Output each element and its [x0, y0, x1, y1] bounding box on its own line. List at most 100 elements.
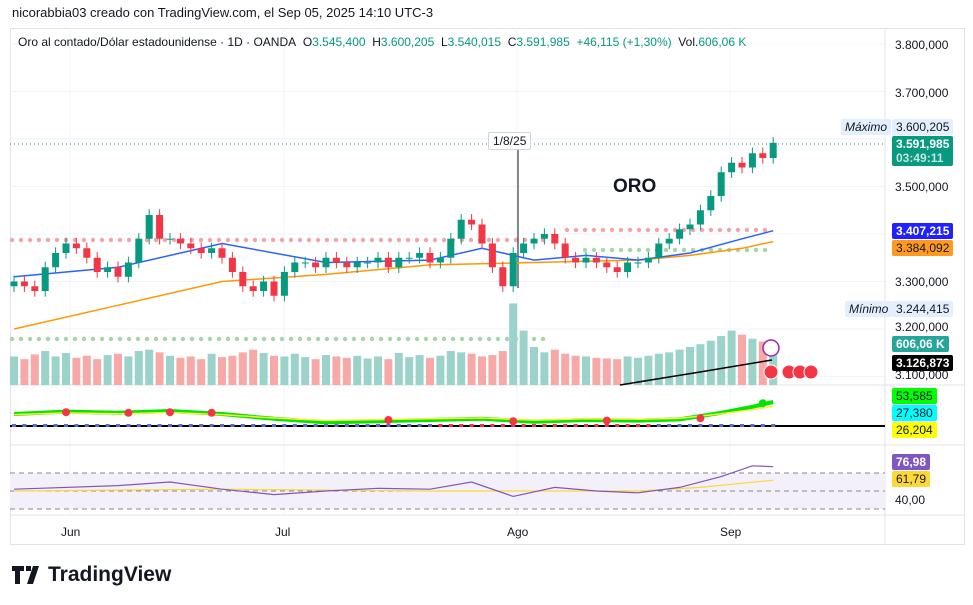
candle-body [197, 248, 205, 253]
volume-bar [10, 356, 18, 385]
level-dot [378, 336, 384, 342]
histogram-bar [552, 424, 557, 427]
level-dot [744, 247, 750, 253]
volume-bar [62, 353, 70, 385]
symbol-name[interactable]: Oro al contado/Dólar estadounidense · 1D… [18, 35, 297, 49]
volume-bar [197, 359, 206, 385]
candle-body [176, 238, 184, 244]
volume-tag: 606,06 K [892, 336, 949, 352]
cross-dot [207, 408, 216, 417]
histogram-bar [95, 424, 100, 427]
histogram-bar [116, 424, 120, 427]
level-dot [396, 237, 402, 243]
level-dot [477, 336, 483, 342]
volume-bar [571, 355, 580, 385]
candle-body [52, 253, 60, 268]
histogram-bar [157, 424, 162, 427]
candle-body [748, 153, 756, 168]
candle-body [31, 286, 39, 291]
level-dot [63, 336, 69, 342]
volume-bar [686, 346, 694, 385]
level-dot [144, 336, 150, 342]
histogram-bar [12, 424, 16, 427]
volume-bar [30, 354, 39, 385]
histogram-bar [43, 424, 48, 427]
bar-countdown: 03:49:11 [896, 151, 944, 165]
histogram-bar [448, 424, 453, 427]
x-label: Jul [275, 525, 291, 539]
level-dot [288, 237, 294, 243]
level-dot [27, 237, 33, 243]
date-marker-label: 1/8/25 [488, 132, 532, 150]
cross-dot [696, 414, 705, 423]
level-dot [540, 336, 546, 342]
candle-body [322, 257, 330, 268]
level-dot [234, 237, 240, 243]
volume-value: 606,06 K [698, 35, 747, 49]
indicator-value-2: 27,380 [892, 405, 937, 421]
level-dot [627, 247, 633, 253]
histogram-bar [760, 424, 765, 427]
candle-body [478, 224, 486, 244]
volume-bar [176, 357, 185, 385]
volume-bar [613, 359, 622, 385]
max-value: 3.600,205 [892, 119, 954, 135]
volume-bar [114, 353, 122, 385]
level-dot [225, 336, 231, 342]
level-dot [81, 336, 87, 342]
high-value: 3.600,205 [380, 35, 435, 49]
volume-bar [301, 357, 310, 385]
ma-fast-tag: 3.407,215 [892, 223, 954, 239]
volume-bar [290, 353, 299, 385]
candle-body [374, 257, 382, 263]
histogram-bar [698, 424, 703, 427]
level-dot [387, 237, 393, 243]
level-dot [744, 227, 750, 233]
chart-frame[interactable] [10, 28, 965, 545]
level-dot [225, 237, 231, 243]
volume-bar [166, 355, 174, 385]
level-dot [333, 237, 339, 243]
candle-body [488, 243, 496, 268]
histogram-bar [209, 424, 214, 427]
indicator-value-1: 53,585 [892, 388, 937, 404]
level-dot [297, 237, 303, 243]
level-dot [495, 336, 501, 342]
volume-ma-tag: 3.126,873 [892, 355, 954, 371]
level-dot [306, 336, 312, 342]
level-dot [414, 336, 420, 342]
level-dot [504, 237, 510, 243]
level-dot [681, 247, 687, 253]
histogram-bar [376, 424, 380, 427]
level-dot [45, 237, 51, 243]
volume-bar [311, 359, 320, 385]
volume-label: Vol. [678, 35, 699, 49]
histogram-bar [438, 424, 443, 427]
volume-bar [530, 346, 538, 385]
indicator-value-3: 26,204 [892, 422, 937, 438]
volume-bar [644, 355, 653, 385]
cross-dot [124, 408, 133, 417]
histogram-bar [84, 424, 89, 427]
candle-body [728, 162, 736, 173]
histogram-bar [240, 424, 245, 427]
level-dot [735, 227, 741, 233]
candle-body [447, 238, 455, 258]
level-dot [36, 336, 42, 342]
volume-bar [509, 303, 518, 385]
chart-annotation-text[interactable]: ORO [613, 176, 657, 197]
histogram-bar [719, 424, 724, 427]
volume-bar [561, 353, 570, 385]
histogram-bar [511, 424, 516, 427]
level-dot [762, 247, 768, 253]
x-label: Jun [61, 525, 81, 539]
tradingview-logo[interactable]: TradingView [12, 563, 171, 587]
volume-bar [478, 356, 486, 385]
level-dot [216, 336, 222, 342]
level-dot [708, 247, 714, 253]
histogram-bar [32, 424, 37, 427]
level-dot [450, 336, 456, 342]
histogram-bar [615, 424, 620, 427]
logo-text: TradingView [48, 563, 172, 586]
